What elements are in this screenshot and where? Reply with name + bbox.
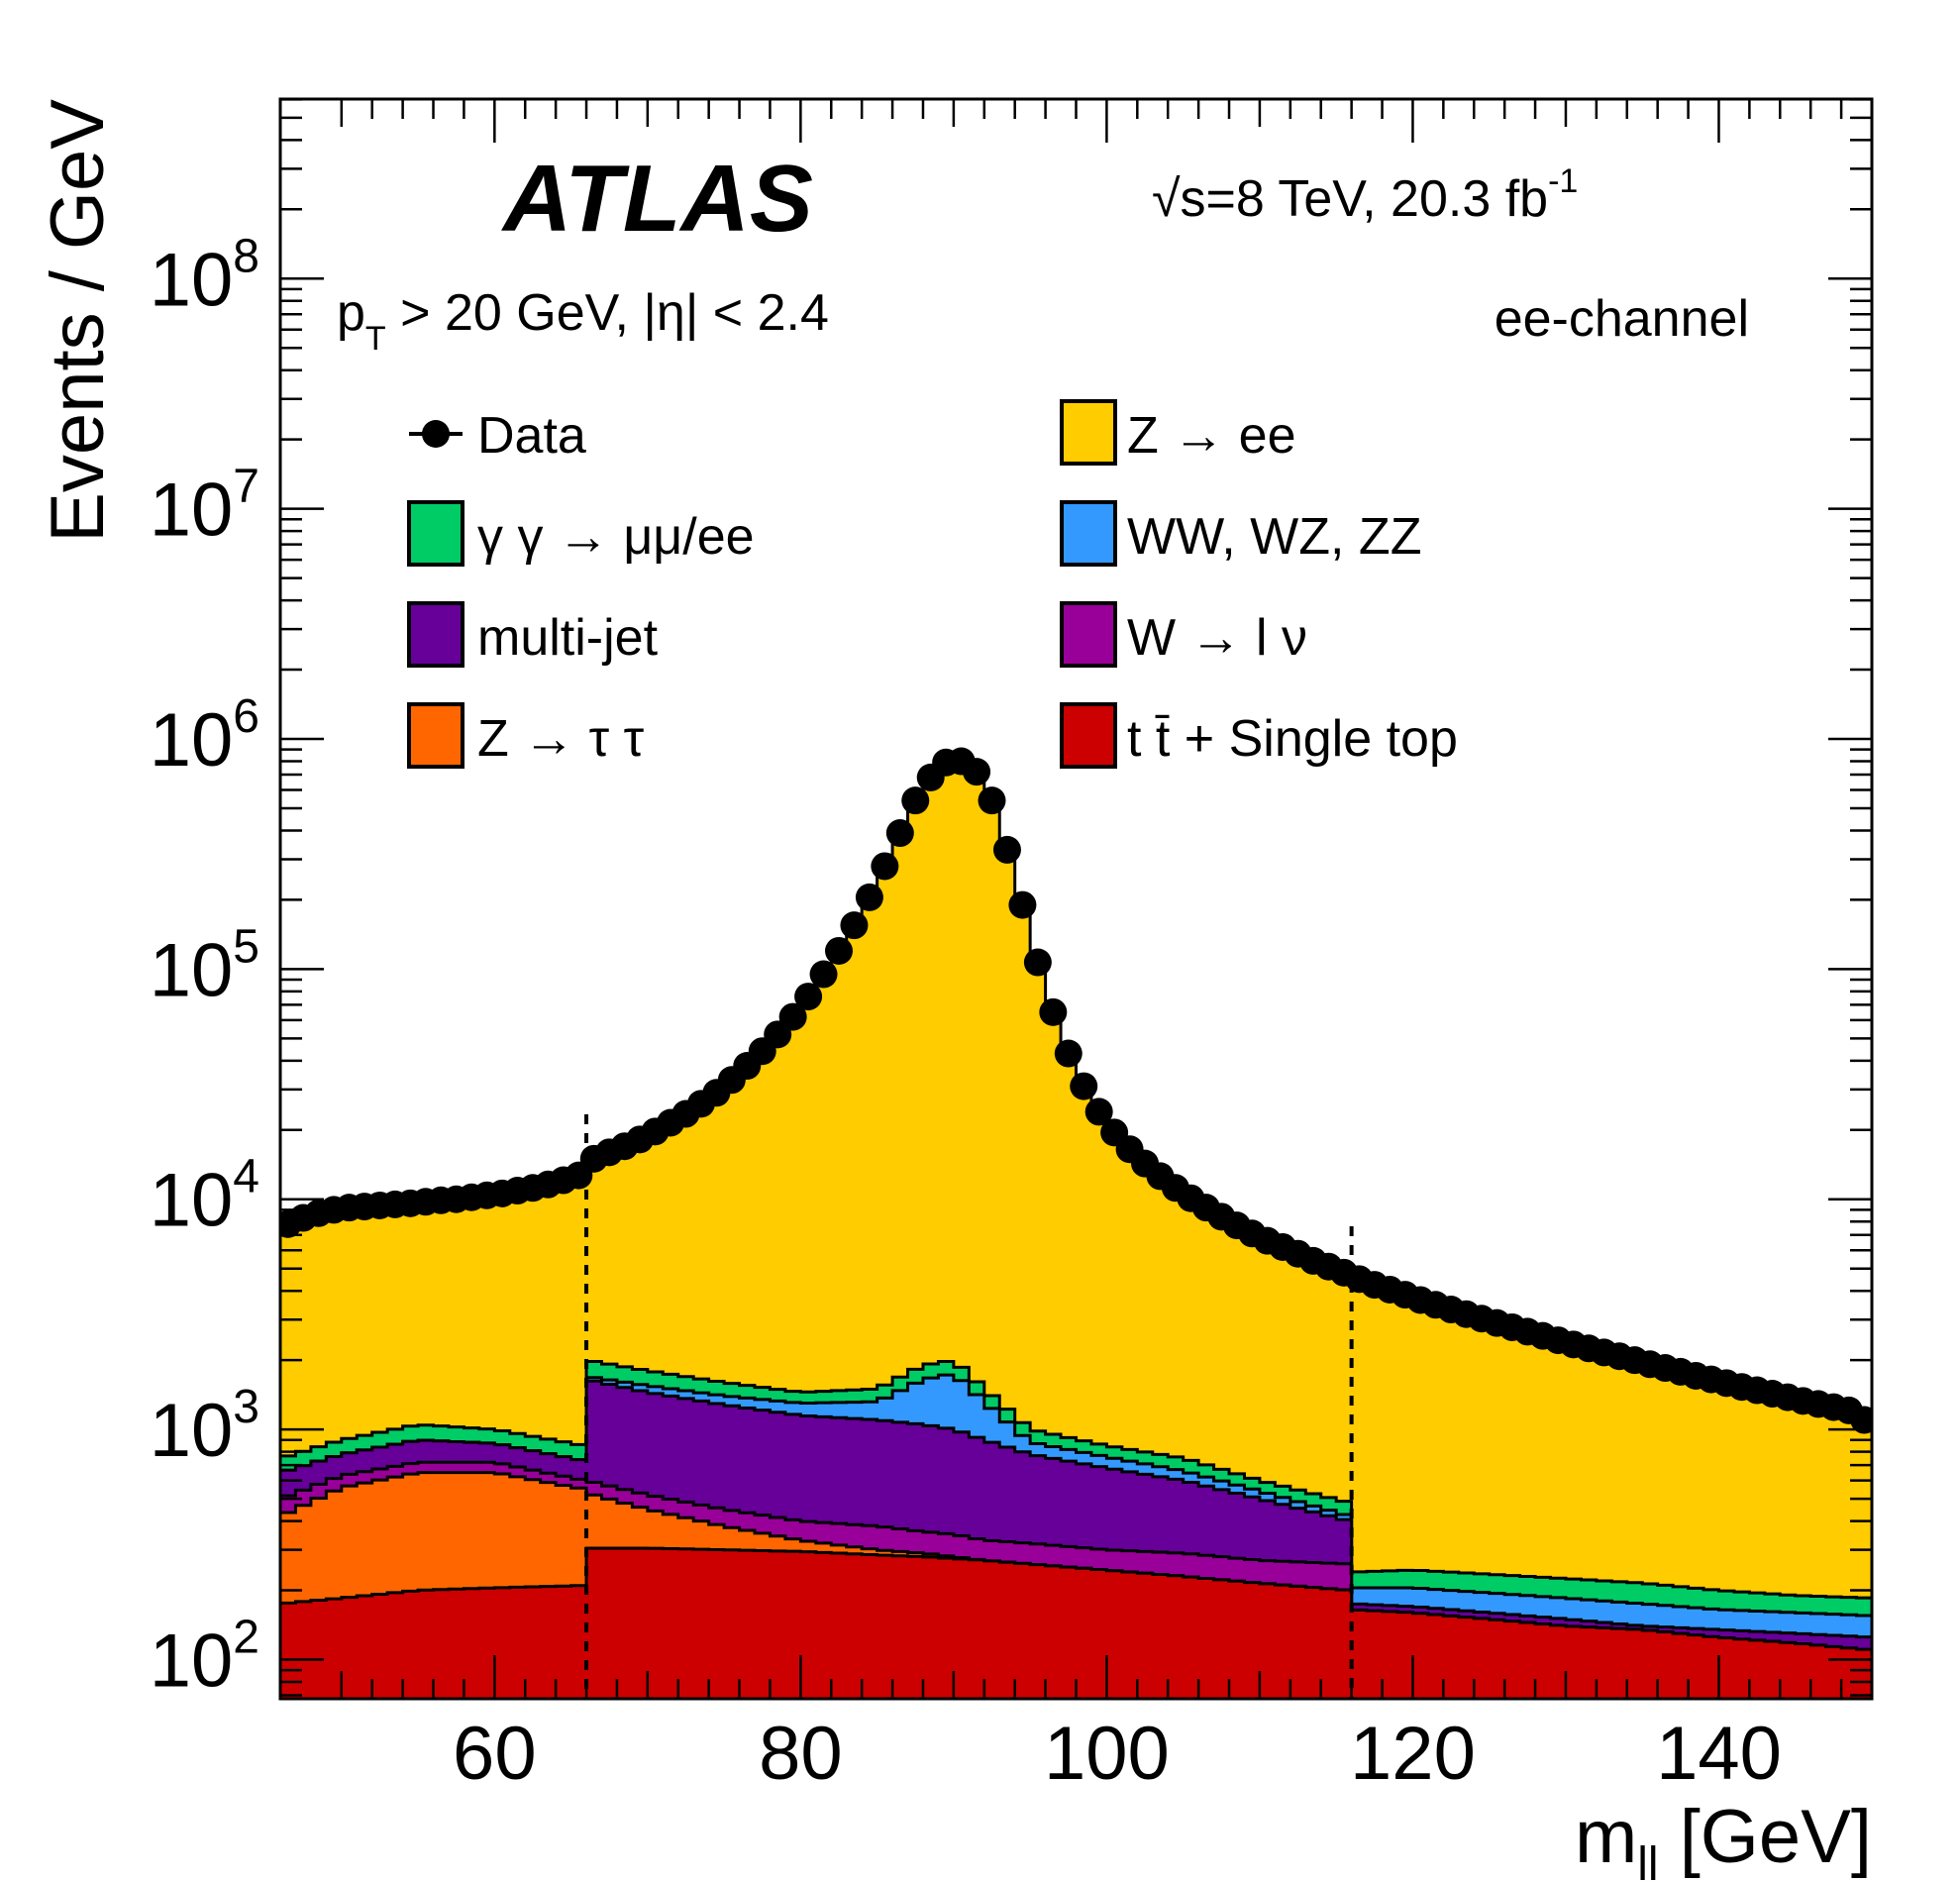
y-tick-label: 106 bbox=[150, 690, 259, 783]
svg-text:W → l ν: W → l ν bbox=[1127, 609, 1307, 667]
atlas-label: ATLAS bbox=[501, 146, 813, 252]
gamma-gamma-swatch bbox=[407, 500, 464, 567]
y-tick-label: 108 bbox=[150, 230, 259, 322]
diboson-swatch bbox=[1060, 500, 1117, 567]
w-lnu-swatch bbox=[1060, 601, 1117, 668]
data-point bbox=[901, 786, 930, 815]
y-tick-label: 105 bbox=[150, 920, 259, 1012]
y-tick-label: 102 bbox=[150, 1611, 259, 1703]
svg-text:t t̄ + Single top: t t̄ + Single top bbox=[1127, 710, 1458, 768]
data-point bbox=[992, 835, 1021, 864]
z-ee-swatch bbox=[1060, 399, 1117, 466]
y-tick-label: 103 bbox=[150, 1381, 259, 1473]
plot-frame bbox=[278, 97, 1874, 1701]
x-tick-label: 60 bbox=[453, 1712, 537, 1796]
legend-item-z-tautau: Z → τ τ bbox=[407, 702, 645, 769]
y-tick-labels: 102 103 104 105 106 107 108 bbox=[150, 230, 259, 1703]
data-point bbox=[778, 1002, 807, 1031]
legend-item-data: Data bbox=[409, 407, 586, 465]
data-point bbox=[1039, 997, 1068, 1026]
legend-item-z-ee: Z → ee bbox=[1060, 399, 1296, 466]
x-tick-label: 140 bbox=[1656, 1712, 1782, 1796]
channel-label: ee-channel bbox=[1495, 290, 1749, 348]
z-tautau-swatch bbox=[407, 702, 464, 769]
data-point bbox=[855, 883, 883, 911]
energy-lumi-label: √s=8 TeV, 20.3 fb-1 bbox=[1152, 162, 1578, 228]
y-tick-label: 107 bbox=[150, 461, 259, 553]
y-axis-title: Events / GeV bbox=[36, 99, 120, 543]
data-point bbox=[1008, 890, 1037, 919]
x-tick-label: 100 bbox=[1044, 1712, 1170, 1796]
svg-text:Data: Data bbox=[477, 407, 586, 465]
y-tick-label: 104 bbox=[150, 1151, 259, 1243]
svg-text:γ γ → μμ/ee: γ γ → μμ/ee bbox=[477, 508, 755, 566]
legend: Data Z → ee γ γ → μμ/ee WW, WZ, ZZ multi… bbox=[407, 399, 1458, 769]
data-point bbox=[871, 852, 899, 881]
data-point bbox=[824, 936, 853, 965]
data-point bbox=[978, 786, 1006, 815]
data-marker-icon bbox=[422, 420, 450, 448]
stacked-histograms bbox=[280, 760, 1872, 1699]
data-point bbox=[1084, 1098, 1113, 1126]
legend-item-diboson: WW, WZ, ZZ bbox=[1060, 500, 1421, 567]
x-axis-title: mll [GeV] bbox=[1575, 1795, 1872, 1882]
legend-item-w-lnu: W → l ν bbox=[1060, 601, 1307, 668]
ttbar-swatch bbox=[1060, 702, 1117, 769]
region-boundaries bbox=[584, 1114, 1354, 1699]
svg-text:WW, WZ, ZZ: WW, WZ, ZZ bbox=[1127, 508, 1421, 566]
x-tick-label: 120 bbox=[1350, 1712, 1476, 1796]
selection-label: pT > 20 GeV, |η| < 2.4 bbox=[337, 284, 829, 358]
legend-item-ttbar: t t̄ + Single top bbox=[1060, 702, 1458, 769]
svg-text:Z → τ τ: Z → τ τ bbox=[477, 710, 645, 768]
svg-text:Z → ee: Z → ee bbox=[1127, 407, 1296, 465]
x-tick-labels: 60 80 100 120 140 bbox=[453, 1712, 1782, 1796]
data-point bbox=[1023, 948, 1052, 977]
data-point bbox=[1054, 1039, 1083, 1068]
data-point bbox=[1070, 1072, 1098, 1100]
x-tick-label: 80 bbox=[759, 1712, 843, 1796]
data-point bbox=[809, 960, 838, 989]
data-point bbox=[794, 983, 823, 1011]
legend-item-gamma-gamma: γ γ → μμ/ee bbox=[407, 500, 755, 567]
data-point bbox=[963, 758, 991, 786]
multi-jet-swatch bbox=[407, 601, 464, 668]
data-point bbox=[1850, 1406, 1872, 1434]
svg-text:multi-jet: multi-jet bbox=[477, 609, 659, 667]
stack-ttbar-single-top bbox=[280, 1546, 1872, 1699]
data-points bbox=[280, 747, 1872, 1434]
data-point bbox=[840, 911, 869, 940]
data-point bbox=[885, 819, 914, 848]
legend-item-multi-jet: multi-jet bbox=[407, 601, 659, 668]
